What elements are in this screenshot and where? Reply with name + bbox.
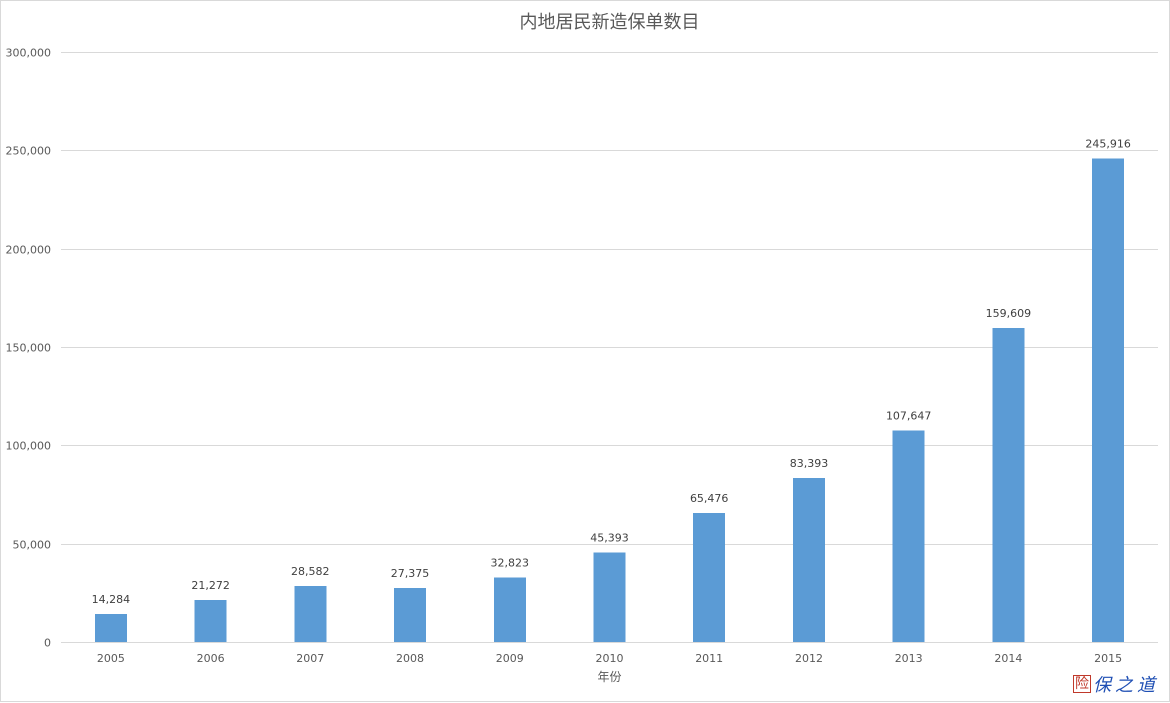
x-tick-label-2014: 2014 <box>994 652 1022 665</box>
data-label-2007: 28,582 <box>291 565 330 578</box>
bar-2013 <box>892 430 925 642</box>
x-tick-label-2008: 2008 <box>396 652 424 665</box>
data-label-2006: 21,272 <box>191 579 230 592</box>
bar-2015 <box>1092 158 1125 642</box>
x-tick-label-2007: 2007 <box>296 652 324 665</box>
y-tick-label: 150,000 <box>6 342 52 355</box>
data-label-2008: 27,375 <box>391 567 430 580</box>
bar-2009 <box>493 577 526 642</box>
bar-2008 <box>394 588 426 642</box>
data-label-2014: 159,609 <box>986 307 1032 320</box>
bar-2005 <box>94 613 127 642</box>
data-label-2013: 107,647 <box>886 409 932 422</box>
watermark-seal: 险 <box>1073 675 1091 693</box>
x-tick-label-2010: 2010 <box>596 652 624 665</box>
y-tick-label: 50,000 <box>13 539 52 552</box>
bar-2006 <box>194 600 227 642</box>
x-tick-label-2015: 2015 <box>1094 652 1122 665</box>
x-axis-title: 年份 <box>597 670 621 684</box>
bar-2014 <box>992 328 1025 642</box>
x-tick-label-2005: 2005 <box>97 652 125 665</box>
x-tick-label-2012: 2012 <box>795 652 823 665</box>
x-tick-label-2009: 2009 <box>496 652 524 665</box>
x-tick-label-2013: 2013 <box>895 652 923 665</box>
y-tick-label: 100,000 <box>6 440 52 453</box>
data-label-2010: 45,393 <box>590 532 629 545</box>
data-label-2005: 14,284 <box>92 593 131 606</box>
data-label-2015: 245,916 <box>1085 137 1131 150</box>
y-tick-label: 250,000 <box>6 145 52 158</box>
data-label-2012: 83,393 <box>790 457 829 470</box>
chart-title: 内地居民新造保单数目 <box>520 12 700 33</box>
x-tick-label-2011: 2011 <box>695 652 723 665</box>
y-tick-label: 0 <box>44 637 51 650</box>
bar-2012 <box>793 478 825 642</box>
bar-2010 <box>593 552 626 642</box>
data-label-2011: 65,476 <box>690 492 729 505</box>
y-tick-label: 200,000 <box>6 244 52 257</box>
x-tick-label-2006: 2006 <box>197 652 225 665</box>
watermark-text: 保之道 <box>1093 675 1159 696</box>
watermark-logo: 险 保之道 <box>1073 671 1159 697</box>
y-tick-label: 300,000 <box>6 47 52 60</box>
bar-2007 <box>294 585 327 642</box>
data-label-2009: 32,823 <box>491 556 530 569</box>
bar-2011 <box>693 513 726 642</box>
